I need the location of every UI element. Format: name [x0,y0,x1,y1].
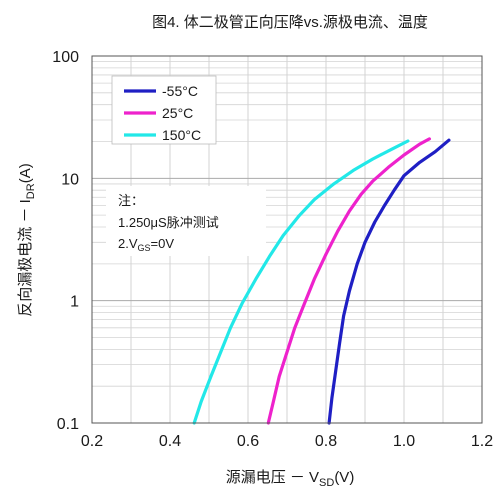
y-tick-label: 10 [61,171,79,188]
y-tick-label: 100 [52,49,79,66]
series-line [266,137,431,425]
legend-box [111,75,217,145]
note-box: 注： 1.250μS脉冲测试 2.VGS=0V [106,186,266,256]
y-axis: 0.1 1 10 100 [52,49,79,433]
legend-label: -55°C [162,83,198,99]
plot-frame [91,55,483,424]
note-line2: 2.VGS=0V [118,236,174,253]
note-background [106,186,266,256]
note-title: 注： [118,193,144,208]
x-tick-label: 0.8 [315,433,337,450]
series-group [192,137,451,425]
x-axis-label: 源漏电压 － VSD(V) [226,469,355,489]
series-line [192,139,410,425]
x-tick-label: 0.6 [237,433,259,450]
series-line [327,138,451,425]
legend-label: 150°C [162,127,201,143]
x-tick-label: 0.2 [81,433,103,450]
y-tick-label: 1 [70,294,79,311]
x-tick-label: 0.4 [159,433,181,450]
y-axis-label: 反向漏极电流 － IDR(A) [17,163,37,316]
legend: -55°C 25°C 150°C [111,75,217,145]
note-line1: 1.250μS脉冲测试 [118,215,219,230]
legend-label: 25°C [162,105,193,121]
x-tick-label: 1.0 [393,433,415,450]
x-tick-label: 1.2 [471,433,493,450]
chart-title: 图4. 体二极管正向压降vs.源极电流、温度 [152,14,428,31]
x-axis: 0.2 0.4 0.6 0.8 1.0 1.2 [81,433,493,450]
y-tick-label: 0.1 [57,416,79,433]
